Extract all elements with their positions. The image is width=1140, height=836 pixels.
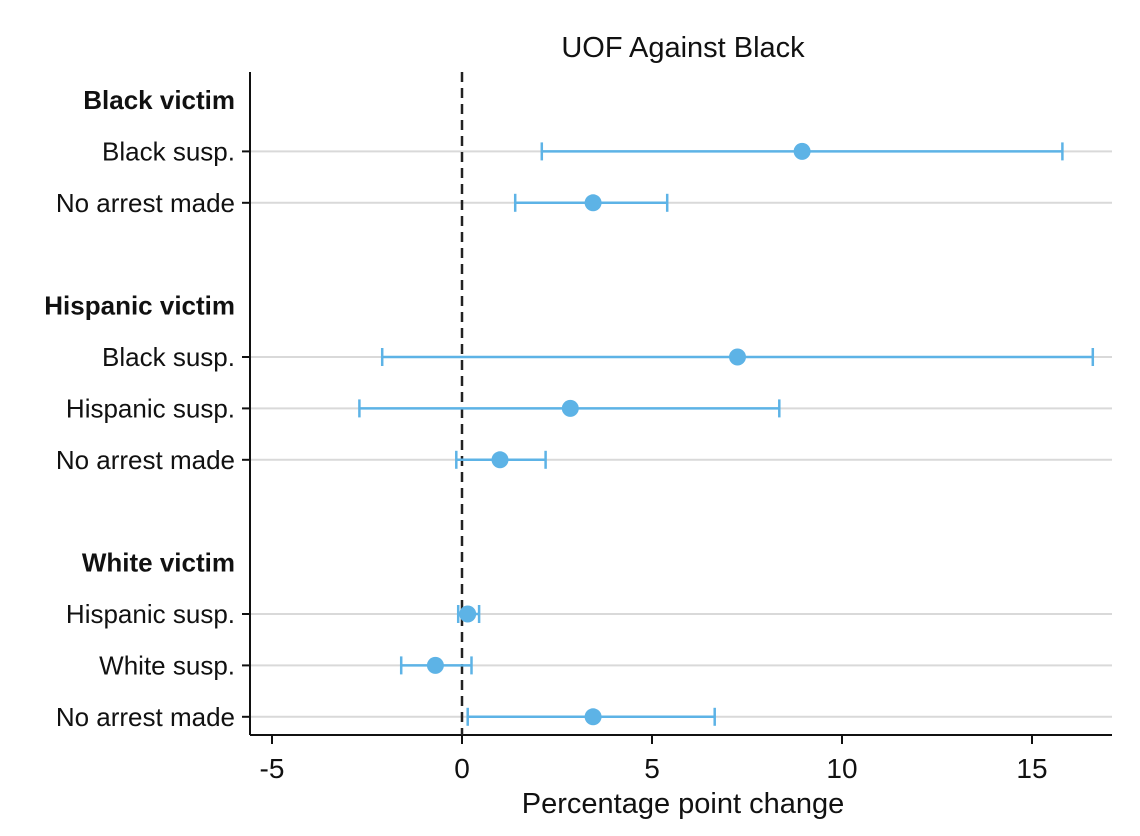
x-tick-label: 10 — [826, 753, 857, 784]
row-label: Hispanic susp. — [66, 393, 235, 423]
row-label: No arrest made — [56, 188, 235, 218]
row-label: White susp. — [99, 650, 235, 680]
group-label: White victim — [82, 548, 235, 578]
x-tick-label: 5 — [644, 753, 660, 784]
row-label: Hispanic susp. — [66, 599, 235, 629]
group-label: Hispanic victim — [44, 291, 235, 321]
point-estimate — [426, 656, 444, 674]
point-estimate — [729, 348, 746, 366]
row-label: No arrest made — [56, 702, 235, 732]
row-label: No arrest made — [56, 445, 235, 475]
axes: -5 0 5 10 15 — [242, 72, 1112, 784]
row-label: Black susp. — [102, 136, 235, 166]
chart-title: UOF Against Black — [561, 32, 805, 64]
x-tick-label: -5 — [260, 753, 285, 784]
x-tick-label: 0 — [454, 753, 470, 784]
point-estimate — [561, 399, 579, 417]
row-label: Black susp. — [102, 342, 235, 372]
point-estimate — [491, 451, 509, 469]
row-labels: Black victim Hispanic victim White victim B… — [44, 85, 235, 732]
x-axis-title: Percentage point change — [522, 788, 844, 820]
point-estimate — [793, 142, 811, 160]
point-estimate — [584, 708, 602, 726]
point-estimate — [459, 605, 477, 623]
x-tick-label: 15 — [1016, 753, 1047, 784]
data-marks — [358, 142, 1095, 726]
gridlines — [250, 150, 1112, 718]
point-estimate — [584, 194, 602, 212]
group-label: Black victim — [83, 85, 235, 115]
